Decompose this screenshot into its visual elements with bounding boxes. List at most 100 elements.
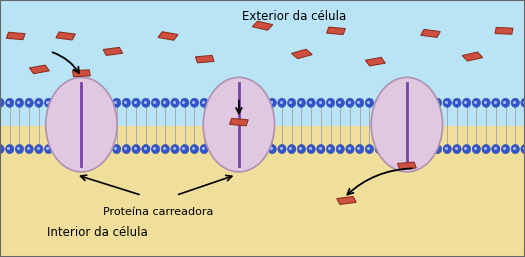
Ellipse shape	[385, 98, 393, 107]
Polygon shape	[229, 118, 248, 126]
Polygon shape	[291, 49, 312, 59]
Ellipse shape	[278, 144, 286, 154]
Ellipse shape	[54, 144, 62, 154]
Ellipse shape	[327, 144, 335, 154]
Ellipse shape	[209, 144, 218, 154]
Ellipse shape	[229, 98, 237, 107]
Ellipse shape	[463, 98, 471, 107]
Text: Interior da célula: Interior da célula	[47, 226, 148, 239]
Ellipse shape	[83, 144, 92, 154]
Polygon shape	[72, 70, 90, 77]
Ellipse shape	[472, 98, 480, 107]
Ellipse shape	[74, 98, 82, 107]
Ellipse shape	[317, 144, 325, 154]
Ellipse shape	[248, 98, 257, 107]
Ellipse shape	[511, 144, 519, 154]
Ellipse shape	[424, 98, 432, 107]
Polygon shape	[365, 57, 385, 66]
Ellipse shape	[171, 144, 179, 154]
Ellipse shape	[443, 144, 452, 154]
Ellipse shape	[122, 144, 131, 154]
Ellipse shape	[327, 98, 335, 107]
Polygon shape	[6, 32, 25, 40]
Ellipse shape	[112, 144, 121, 154]
Ellipse shape	[414, 144, 422, 154]
Text: Proteína carreadora: Proteína carreadora	[103, 207, 214, 217]
Ellipse shape	[93, 98, 101, 107]
Ellipse shape	[6, 144, 14, 154]
Ellipse shape	[15, 98, 24, 107]
Ellipse shape	[453, 144, 461, 154]
Ellipse shape	[521, 144, 525, 154]
Polygon shape	[495, 27, 513, 34]
Ellipse shape	[365, 144, 374, 154]
Ellipse shape	[355, 98, 364, 107]
Ellipse shape	[25, 98, 34, 107]
Ellipse shape	[258, 144, 267, 154]
Ellipse shape	[46, 77, 117, 172]
Ellipse shape	[268, 144, 277, 154]
Bar	[0, 0, 525, 126]
Ellipse shape	[371, 77, 443, 172]
Ellipse shape	[203, 77, 275, 172]
Ellipse shape	[336, 98, 344, 107]
Ellipse shape	[190, 98, 198, 107]
Ellipse shape	[346, 98, 354, 107]
Text: Exterior da célula: Exterior da célula	[242, 10, 346, 23]
Ellipse shape	[0, 144, 4, 154]
Ellipse shape	[453, 98, 461, 107]
Ellipse shape	[181, 98, 189, 107]
Ellipse shape	[239, 98, 247, 107]
Ellipse shape	[375, 98, 383, 107]
Polygon shape	[253, 21, 272, 30]
Ellipse shape	[64, 98, 72, 107]
Ellipse shape	[35, 144, 43, 154]
Ellipse shape	[45, 98, 53, 107]
Ellipse shape	[200, 144, 208, 154]
Polygon shape	[421, 30, 440, 37]
Polygon shape	[56, 32, 75, 40]
Polygon shape	[463, 52, 482, 61]
Ellipse shape	[297, 98, 306, 107]
Ellipse shape	[161, 144, 170, 154]
Ellipse shape	[365, 98, 374, 107]
Polygon shape	[327, 27, 345, 34]
Ellipse shape	[219, 144, 228, 154]
Ellipse shape	[346, 144, 354, 154]
Ellipse shape	[112, 98, 121, 107]
Ellipse shape	[511, 98, 519, 107]
Ellipse shape	[0, 98, 4, 107]
Polygon shape	[337, 197, 356, 204]
Ellipse shape	[15, 144, 24, 154]
Ellipse shape	[132, 98, 140, 107]
Ellipse shape	[200, 98, 208, 107]
Ellipse shape	[142, 144, 150, 154]
Ellipse shape	[404, 144, 413, 154]
Ellipse shape	[463, 144, 471, 154]
Ellipse shape	[54, 98, 62, 107]
Ellipse shape	[501, 98, 510, 107]
Ellipse shape	[258, 98, 267, 107]
Ellipse shape	[151, 144, 160, 154]
Ellipse shape	[424, 144, 432, 154]
Ellipse shape	[142, 98, 150, 107]
Ellipse shape	[317, 98, 325, 107]
Ellipse shape	[181, 144, 189, 154]
Ellipse shape	[64, 144, 72, 154]
Ellipse shape	[375, 144, 383, 154]
Ellipse shape	[394, 144, 403, 154]
Ellipse shape	[433, 144, 442, 154]
Polygon shape	[103, 48, 122, 55]
Ellipse shape	[83, 98, 92, 107]
Ellipse shape	[443, 98, 452, 107]
Ellipse shape	[307, 144, 316, 154]
Ellipse shape	[385, 144, 393, 154]
Ellipse shape	[482, 144, 490, 154]
Ellipse shape	[336, 144, 344, 154]
Ellipse shape	[219, 98, 228, 107]
Ellipse shape	[103, 98, 111, 107]
Bar	[0, 126, 525, 257]
Ellipse shape	[278, 98, 286, 107]
Ellipse shape	[229, 144, 237, 154]
Ellipse shape	[482, 98, 490, 107]
